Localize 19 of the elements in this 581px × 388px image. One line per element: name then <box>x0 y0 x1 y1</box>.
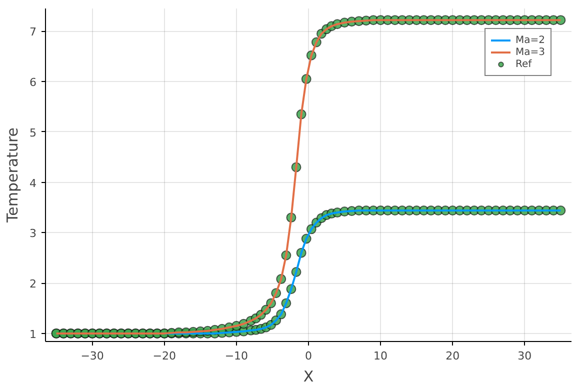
y-tick-label: 2 <box>30 278 36 291</box>
legend-label: Ma=3 <box>516 46 545 58</box>
x-tick-label: 20 <box>446 350 460 362</box>
y-tick-label: 5 <box>30 126 36 140</box>
x-tick-label: 10 <box>374 350 388 362</box>
x-tick-label: −30 <box>80 350 104 362</box>
y-axis-title: Temperature <box>4 127 22 224</box>
legend-label: Ref <box>516 58 533 70</box>
y-tick-label: 1 <box>30 328 36 341</box>
x-tick-label: 30 <box>518 350 532 362</box>
y-tick-label: 7 <box>30 26 36 39</box>
x-tick-label: −10 <box>224 350 248 362</box>
legend-label: Ma=2 <box>516 34 545 46</box>
y-tick-label: 4 <box>30 176 36 190</box>
x-axis-title: X <box>303 368 314 386</box>
x-tick-label: 0 <box>305 350 312 362</box>
x-tick-label: −20 <box>152 350 176 362</box>
y-tick-label: 6 <box>30 76 36 90</box>
y-tick-label: 3 <box>30 227 36 240</box>
